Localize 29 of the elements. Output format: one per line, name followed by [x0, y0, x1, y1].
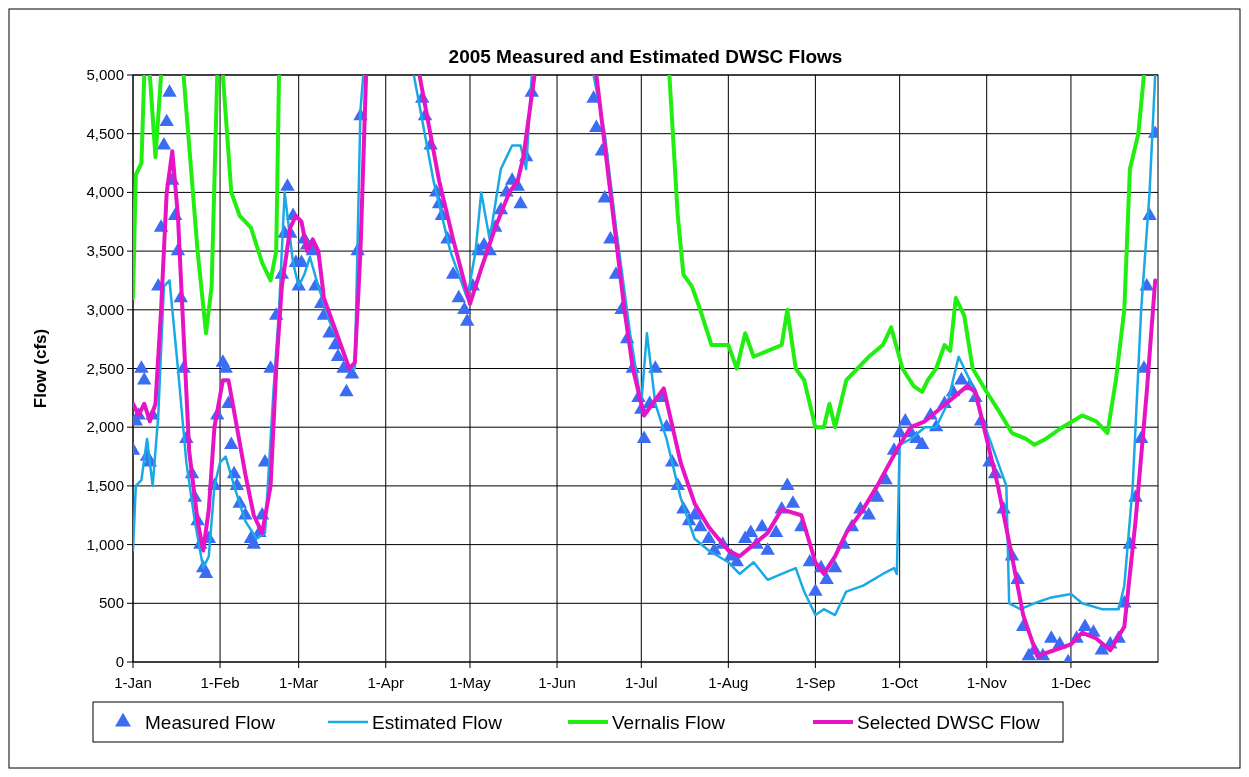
y-tick-label: 4,500 [86, 124, 124, 142]
x-tick-label: 1-Sep [795, 674, 836, 691]
x-tick-label: 1-Nov [966, 674, 1008, 691]
x-tick-label: 1-Oct [881, 674, 919, 691]
y-tick-label: 2,000 [86, 418, 124, 436]
x-tick-label: 1-Jan [114, 674, 152, 691]
legend-label: Vernalis Flow [612, 712, 726, 733]
y-tick-label: 1,000 [86, 535, 124, 553]
y-tick-label: 3,000 [86, 300, 124, 318]
x-tick-label: 1-Dec [1050, 674, 1092, 691]
x-tick-label: 1-Feb [200, 674, 240, 691]
y-tick-label: 4,000 [86, 183, 124, 201]
x-tick-label: 1-Mar [279, 674, 319, 691]
x-tick-label: 1-May [449, 674, 492, 691]
legend-label: Estimated Flow [372, 712, 503, 733]
chart-title: 2005 Measured and Estimated DWSC Flows [448, 46, 843, 67]
y-tick-label: 2,500 [86, 359, 124, 377]
y-tick-label: 500 [98, 594, 124, 612]
legend-label: Selected DWSC Flow [857, 712, 1040, 733]
y-axis-title: Flow (cfs) [31, 328, 50, 409]
legend-label: Measured Flow [145, 712, 276, 733]
x-tick-label: 1-Aug [708, 674, 749, 691]
y-tick-label: 1,500 [86, 476, 124, 494]
x-tick-label: 1-Jul [625, 674, 658, 691]
y-tick-label: 0 [115, 653, 124, 670]
y-tick-label: 5,000 [86, 66, 124, 83]
y-tick-label: 3,500 [86, 242, 124, 260]
x-tick-label: 1-Apr [367, 674, 405, 691]
x-tick-label: 1-Jun [538, 674, 576, 691]
